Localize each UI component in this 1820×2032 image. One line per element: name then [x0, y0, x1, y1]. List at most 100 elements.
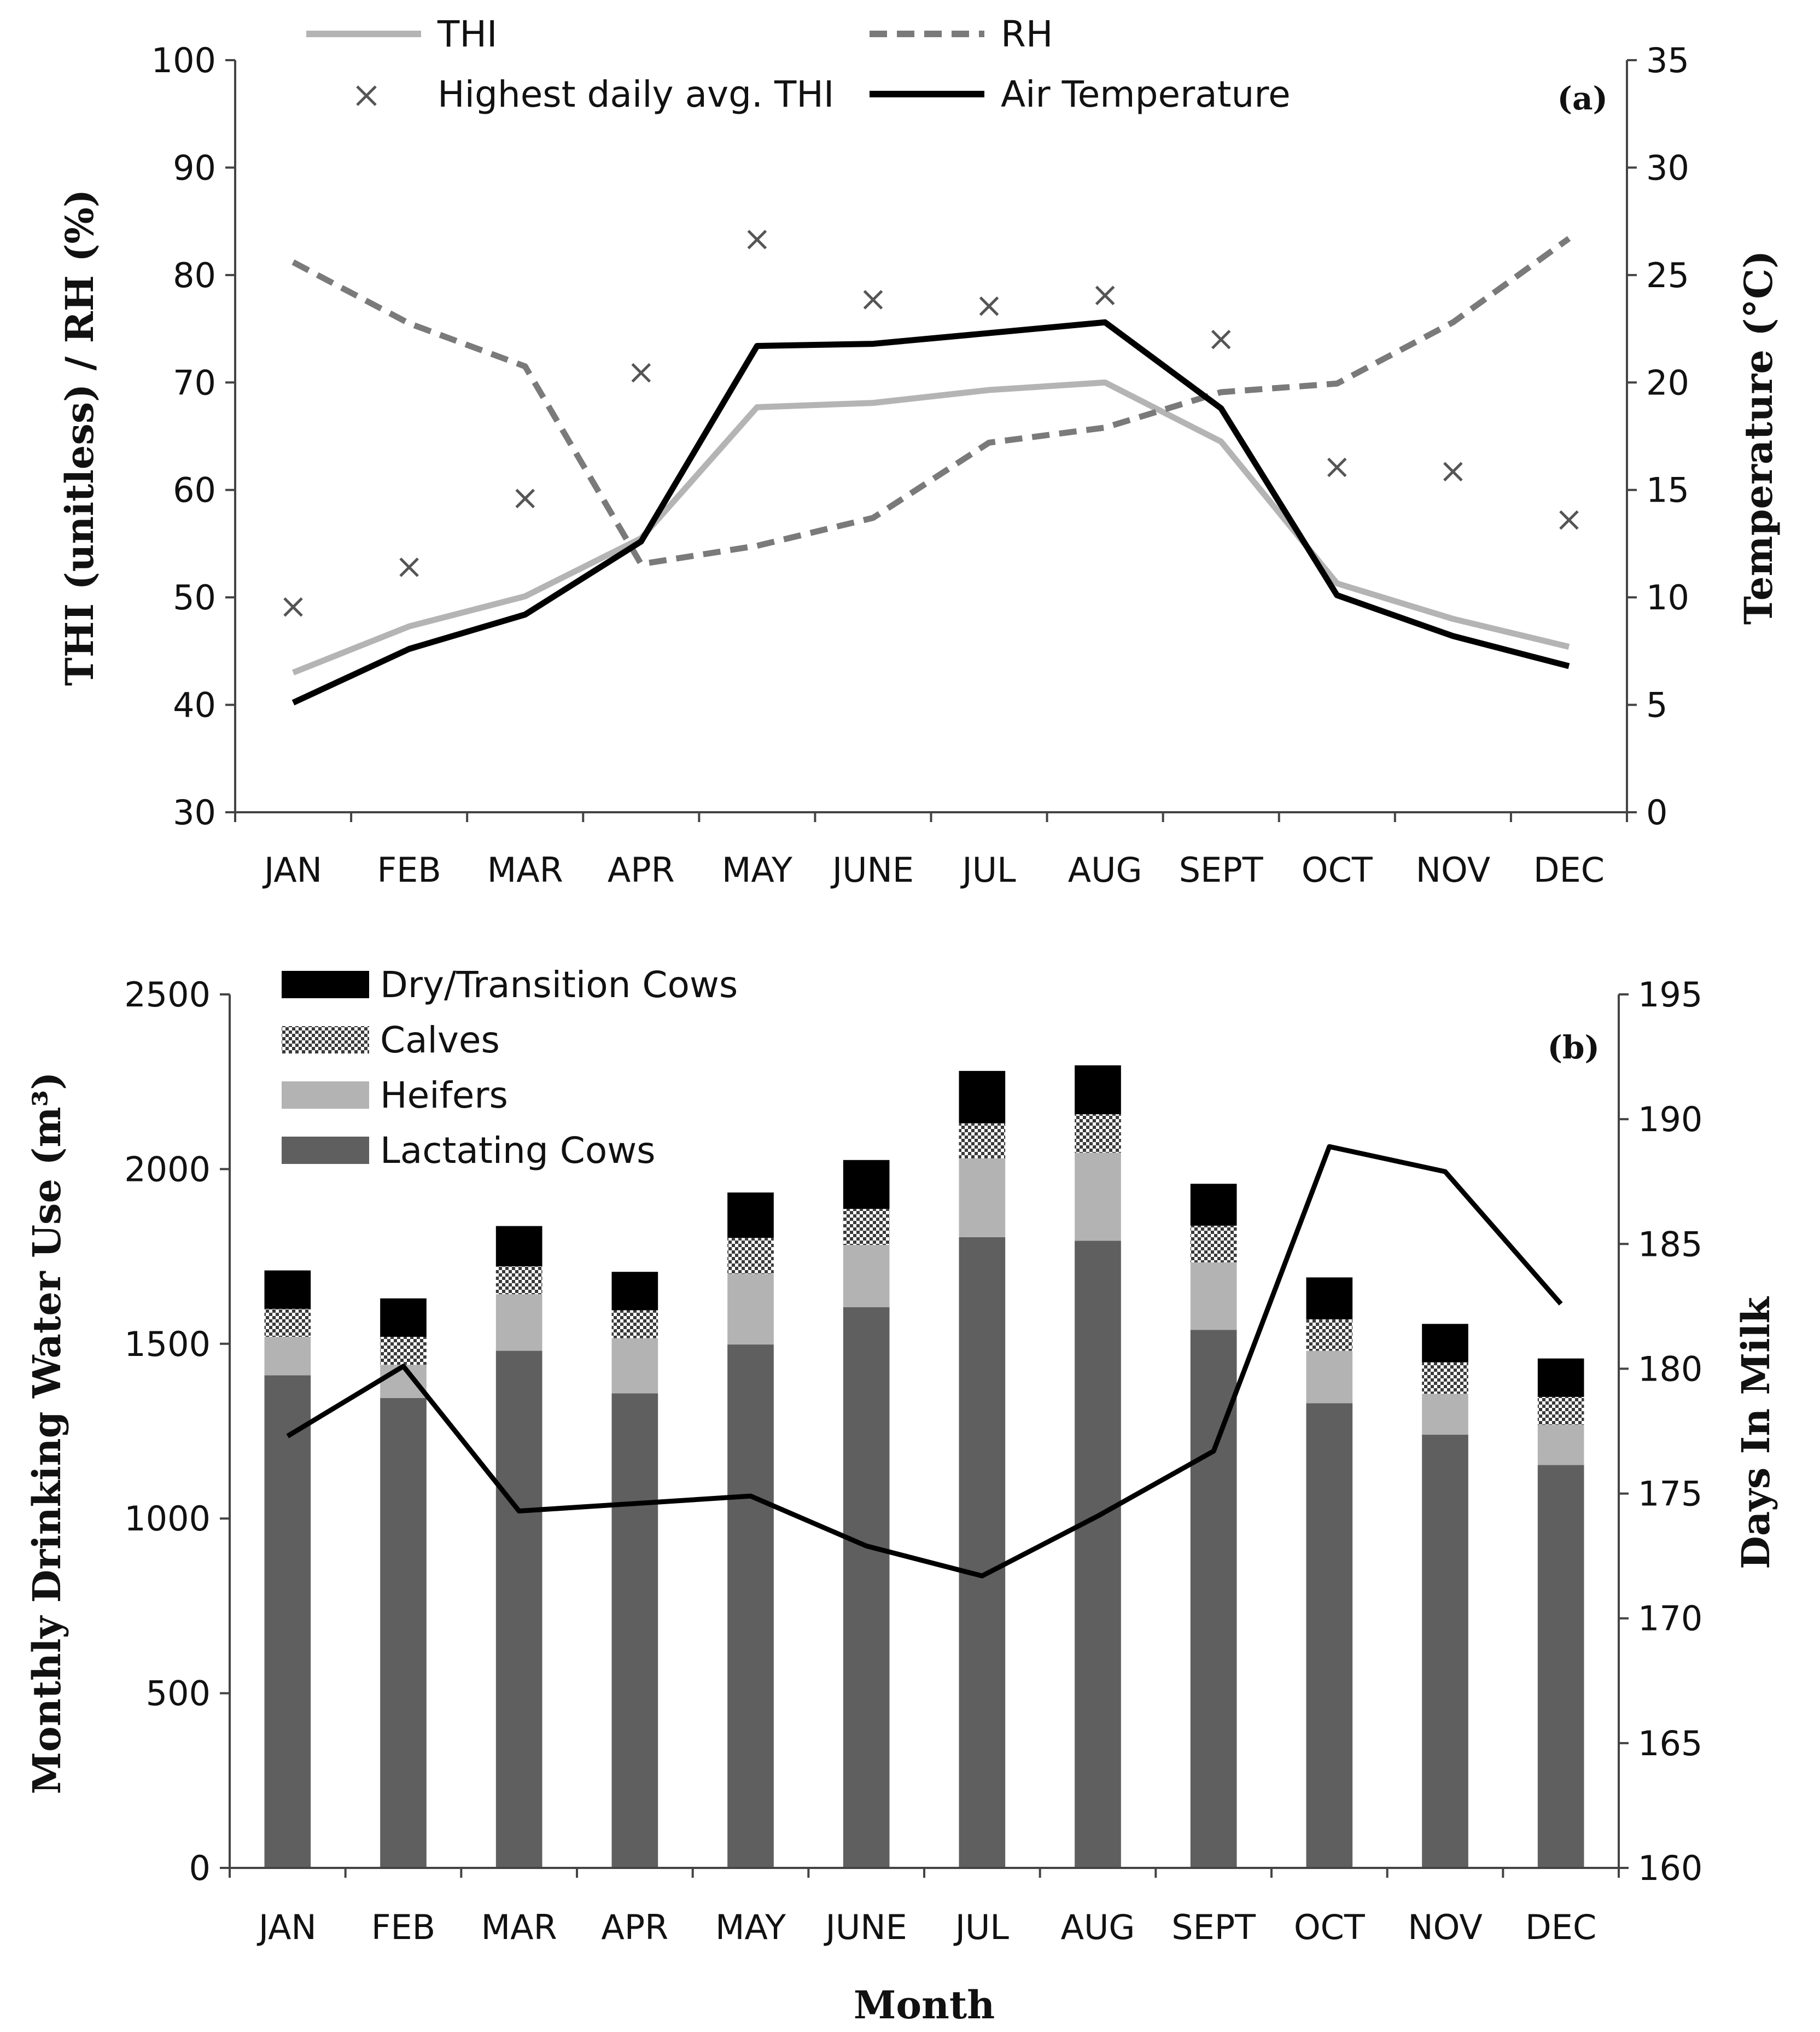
- y-tick-label: 80: [173, 255, 216, 295]
- bar-calves: [1306, 1319, 1353, 1351]
- x-tick-label: OCT: [1302, 850, 1373, 890]
- x-tick-label: DEC: [1525, 1907, 1596, 1947]
- bar-heifers: [380, 1365, 427, 1398]
- series-line: [292, 379, 1570, 676]
- x-tick-label: NOV: [1408, 1907, 1483, 1947]
- legend-item-highest-thi: Highest daily avg. THI: [356, 73, 834, 115]
- bar-dry-transition-cows: [1537, 1358, 1584, 1397]
- x-tick-label: FEB: [377, 850, 441, 890]
- bar-calves: [727, 1238, 774, 1274]
- bar-dry-transition-cows: [380, 1298, 427, 1337]
- x-tick-label: AUG: [1061, 1907, 1135, 1947]
- bar-dry-transition-cows: [1190, 1184, 1237, 1226]
- chart-b-panel-label: (b): [1548, 1029, 1600, 1066]
- bar-stack-mar: [495, 1226, 542, 1868]
- legend-item-dry-transition-cows: Dry/Transition Cows: [282, 964, 738, 1006]
- legend-label-heifers: Heifers: [380, 1074, 508, 1116]
- x-tick-label: SEPT: [1171, 1907, 1256, 1947]
- bar-calves: [843, 1209, 890, 1245]
- x-tick-label: MAY: [722, 850, 792, 890]
- y2-tick-label: 35: [1646, 40, 1689, 80]
- series-thi: [292, 379, 1570, 676]
- bar-heifers: [1306, 1350, 1353, 1404]
- y-tick-label: 0: [189, 1848, 211, 1888]
- bar-lactating-cows: [1422, 1434, 1468, 1868]
- bar-dry-transition-cows: [727, 1192, 774, 1238]
- bar-lactating-cows: [264, 1375, 311, 1868]
- y2-tick-label: 30: [1646, 148, 1689, 188]
- legend-label-dry-transition-cows: Dry/Transition Cows: [380, 964, 738, 1006]
- legend-label-air-temperature: Air Temperature: [1001, 73, 1291, 115]
- chart-a-y2-axis-title: Temperature (°C): [1736, 251, 1781, 625]
- x-tick-label: MAR: [487, 850, 563, 890]
- data-point: [399, 557, 419, 577]
- bar-dry-transition-cows: [495, 1226, 542, 1266]
- chart-a-panel-label: (a): [1558, 80, 1608, 117]
- bar-dry-transition-cows: [1075, 1065, 1121, 1115]
- series-days-in-milk: [286, 1144, 1563, 1579]
- x-tick-label: DEC: [1533, 850, 1605, 890]
- y-tick-label: 30: [173, 793, 216, 832]
- x-tick-label: APR: [608, 850, 675, 890]
- chart-a-axes: [234, 60, 1628, 813]
- data-point: [979, 296, 999, 316]
- bar-heifers: [727, 1274, 774, 1345]
- y2-tick-label: 190: [1638, 1099, 1702, 1139]
- bar-heifers: [843, 1245, 890, 1307]
- bar-heifers: [1075, 1152, 1121, 1241]
- bar-stack-may: [727, 1192, 774, 1868]
- chart-a: 30 40 50 60 70 80 90 100 0 5 10 15 20 25 30 35 JAN FEB MA…: [57, 13, 1781, 890]
- y-tick-label: 40: [173, 685, 216, 725]
- legend-label-lactating-cows: Lactating Cows: [380, 1129, 656, 1172]
- y-tick-label: 2500: [124, 975, 211, 1015]
- bar-stack-aug: [1075, 1065, 1121, 1868]
- y2-tick-label: 0: [1646, 793, 1667, 832]
- bar-dry-transition-cows: [611, 1272, 658, 1311]
- data-point: [283, 597, 303, 617]
- data-point: [747, 230, 767, 249]
- y2-tick-label: 25: [1646, 255, 1689, 295]
- bar-calves: [1075, 1114, 1121, 1153]
- y-tick-label: 100: [151, 40, 216, 80]
- bar-heifers: [1537, 1425, 1584, 1465]
- y-tick-label: 1000: [124, 1499, 211, 1539]
- legend-item-lactating-cows: Lactating Cows: [282, 1129, 656, 1172]
- data-point: [1327, 457, 1347, 478]
- chart-b-y-axis-title: Monthly Drinking Water Use (m³): [24, 1072, 69, 1795]
- series-line: [286, 1144, 1563, 1579]
- y2-tick-label: 20: [1646, 363, 1689, 403]
- bar-heifers: [959, 1158, 1006, 1237]
- x-tick-label: OCT: [1294, 1907, 1366, 1947]
- y2-tick-label: 160: [1638, 1848, 1702, 1888]
- data-point: [631, 363, 651, 383]
- bar-lactating-cows: [1306, 1403, 1353, 1868]
- series-air-temperature: [291, 319, 1570, 706]
- y2-tick-label: 5: [1646, 685, 1667, 725]
- legend-item-air-temperature: Air Temperature: [870, 73, 1291, 115]
- y2-tick-label: 15: [1646, 470, 1689, 510]
- bar-stack-jan: [264, 1270, 311, 1868]
- bar-heifers: [495, 1294, 542, 1351]
- data-point: [1211, 329, 1231, 350]
- x-tick-label: JAN: [262, 850, 322, 890]
- y-tick-label: 2000: [124, 1149, 211, 1189]
- bar-dry-transition-cows: [959, 1070, 1006, 1123]
- bar-heifers: [1422, 1394, 1468, 1435]
- bar-stack-jul: [959, 1070, 1006, 1868]
- bar-dry-transition-cows: [264, 1270, 311, 1309]
- legend-label-thi: THI: [437, 13, 497, 55]
- series-highest-daily-avg-thi: [283, 230, 1579, 617]
- x-tick-label: FEB: [371, 1907, 435, 1947]
- bar-heifers: [1190, 1262, 1237, 1330]
- bar-stack-nov: [1422, 1324, 1468, 1868]
- series-line: [291, 319, 1570, 706]
- x-tick-label: JUNE: [824, 1907, 907, 1947]
- bar-lactating-cows: [1537, 1465, 1584, 1868]
- series-rh: [291, 236, 1571, 567]
- legend-item-rh: RH: [870, 13, 1053, 55]
- bar-calves: [380, 1337, 427, 1365]
- chart-b-legend: Dry/Transition Cows Calves Heifers Lacta…: [282, 964, 738, 1172]
- legend-item-thi: THI: [306, 13, 497, 55]
- bar-calves: [495, 1266, 542, 1295]
